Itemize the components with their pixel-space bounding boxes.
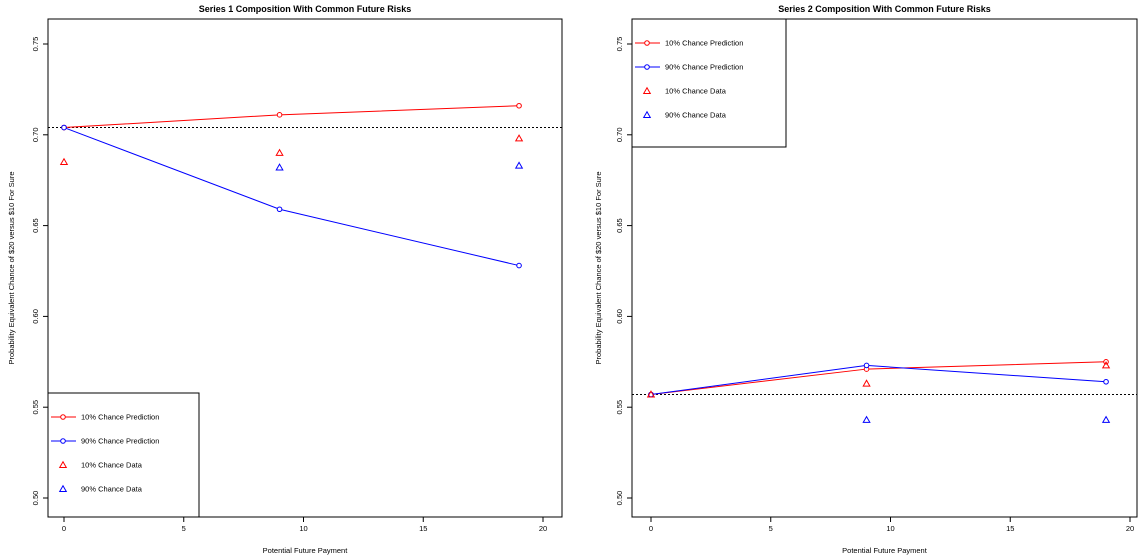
legend-label: 10% Chance Prediction [81,413,159,422]
data-point [862,415,871,423]
legend: 10% Chance Prediction 90% Chance Predicti… [631,18,787,148]
data-point [514,134,524,142]
legend-marker [60,414,66,420]
series-90-chance-prediction [61,124,522,269]
series-90-chance-prediction [648,362,1109,398]
y-tick-label: 0.50 [615,491,624,506]
legend-box [47,392,200,518]
x-tick-label: 0 [649,524,653,533]
y-tick-label: 0.65 [31,218,40,233]
series-line [63,127,520,267]
legend-marker [58,460,68,468]
chart-title: Series 2 Composition With Common Future … [778,4,990,14]
y-tick-label: 0.60 [615,309,624,324]
legend-item: 90% Chance Data [58,484,143,494]
y-tick-label: 0.75 [31,37,40,52]
legend-box [631,18,787,148]
series-10-chance-prediction [61,102,522,131]
series-10-chance-prediction [648,359,1109,398]
data-point [1101,415,1111,423]
series-line [650,364,1107,395]
legend-label: 10% Chance Data [665,87,727,96]
data-point [516,102,522,109]
x-tick-label: 15 [1006,524,1014,533]
plot-frame [47,18,563,518]
x-tick-label: 5 [769,524,773,533]
y-tick-label: 0.50 [31,491,40,506]
legend-marker [644,40,650,46]
x-axis-label: Potential Future Payment [263,546,349,555]
legend-marker [642,86,652,94]
chart-panel-1: Series 1 Composition With Common Future … [7,4,563,555]
data-point [516,262,522,269]
legend-item: 10% Chance Data [58,460,143,470]
data-point [61,124,67,131]
legend-marker [60,438,66,444]
data-point [1103,378,1109,385]
data-point [863,362,870,369]
legend-marker [644,64,650,70]
x-tick-label: 5 [182,524,186,533]
y-tick-label: 0.60 [31,309,40,324]
legend-label: 90% Chance Data [665,111,727,120]
legend-label: 10% Chance Data [81,461,143,470]
data-point [275,163,284,171]
legend: 10% Chance Prediction 90% Chance Predicti… [47,392,200,518]
series-90-chance-data [862,415,1111,423]
data-point [514,161,524,169]
x-tick-label: 20 [539,524,547,533]
y-axis-label: Probability Equivalent Chance of $20 ver… [594,171,603,364]
legend-item: 90% Chance Prediction [51,437,159,446]
x-tick-label: 10 [299,524,307,533]
data-point [276,112,283,118]
series-10-chance-data [59,134,524,166]
y-tick-label: 0.55 [31,400,40,415]
legend-item: 10% Chance Data [642,86,727,96]
data-point [59,157,69,166]
chart-title: Series 1 Composition With Common Future … [199,4,411,14]
x-tick-label: 0 [62,524,66,533]
x-tick-label: 10 [886,524,894,533]
data-point [1101,361,1111,369]
series-line [63,105,520,129]
y-tick-label: 0.75 [615,37,624,52]
legend-item: 90% Chance Prediction [635,63,743,72]
x-tick-label: 20 [1126,524,1134,533]
legend-label: 90% Chance Prediction [81,437,159,446]
data-point [276,206,283,213]
x-tick-label: 15 [419,524,427,533]
legend-item: 90% Chance Data [642,110,727,120]
chart-panel-2: Series 2 Composition With Common Future … [594,4,1138,555]
y-tick-label: 0.70 [31,127,40,142]
legend-label: 90% Chance Prediction [665,63,743,72]
legend-label: 10% Chance Prediction [665,39,743,48]
data-point [862,379,871,387]
y-tick-label: 0.65 [615,218,624,233]
series-10-chance-data [646,361,1111,398]
legend-marker [58,484,68,492]
x-axis-label: Potential Future Payment [842,546,928,555]
y-tick-label: 0.70 [615,127,624,142]
plot-frame [631,18,1138,518]
legend-label: 90% Chance Data [81,485,143,494]
legend-marker [642,110,652,118]
legend-item: 10% Chance Prediction [635,39,743,48]
y-tick-label: 0.55 [615,400,624,415]
legend-item: 10% Chance Prediction [51,413,159,422]
data-point [275,148,284,156]
series-90-chance-data [275,161,524,171]
data-point [646,390,656,398]
y-axis-label: Probability Equivalent Chance of $20 ver… [7,171,16,364]
